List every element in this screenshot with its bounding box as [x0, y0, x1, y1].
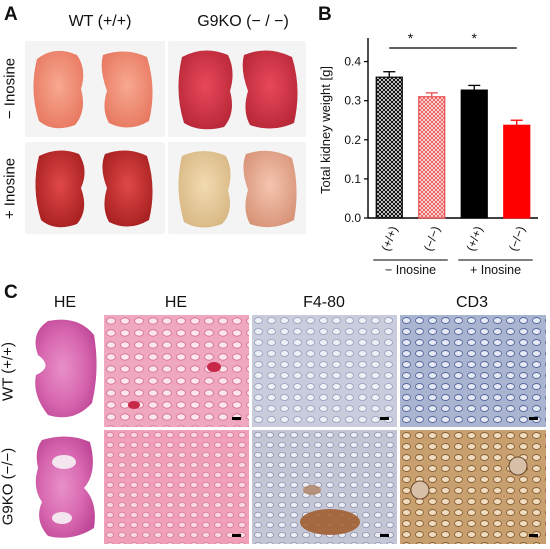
panel-a-letter: A — [4, 4, 18, 25]
panel-c-col-cd3: CD3 — [455, 294, 488, 311]
scale-bar — [380, 534, 389, 537]
panel-a-row-minus: − Inosine — [1, 57, 19, 120]
scale-bar — [232, 417, 241, 420]
panel-a-col-ko: G9KO (− / −) — [197, 13, 289, 30]
bar — [503, 124, 531, 219]
kidney-photo-ko-plus — [168, 142, 306, 234]
x-tick-label: (−/−) — [506, 224, 528, 253]
y-axis-label: Total kidney weight [g] — [318, 66, 333, 194]
panel-c-col-he-small: HE — [53, 294, 77, 311]
panel-c-row-wt: WT (+/+) — [0, 342, 17, 401]
kidney-photo-wt-minus — [25, 41, 165, 137]
histology-f480-wt — [252, 315, 397, 427]
group-label: − Inosine — [385, 263, 436, 277]
panel-c-row-ko: G9KO (−/−) — [0, 447, 17, 526]
panel-c-col-he: HE — [164, 294, 188, 311]
panel-a-row-plus: + Inosine — [1, 157, 19, 220]
scale-bar — [529, 534, 538, 537]
significance-star: * — [408, 30, 414, 46]
bar — [375, 76, 403, 219]
scale-bar — [380, 417, 389, 420]
y-tick-label: 0.2 — [344, 133, 361, 147]
he-whole-section-wt — [28, 315, 102, 425]
group-label: + Inosine — [470, 263, 521, 277]
bar — [460, 89, 488, 219]
x-tick-label: (+/+) — [464, 224, 486, 253]
kidney-weight-chart: 0.0 0.1 0.2 0.3 0.4 Total kidney weight [g] (+… — [318, 30, 538, 277]
panel-c-letter: C — [4, 282, 18, 303]
histology-he-wt — [104, 315, 249, 427]
y-tick-label: 0.0 — [344, 211, 361, 225]
panel-c-col-f480: F4-80 — [303, 294, 345, 311]
panel-b-letter: B — [318, 4, 332, 25]
panel-a-col-wt: WT (+/+) — [68, 13, 132, 30]
histology-cd3-wt — [400, 315, 546, 427]
histology-he-ko — [104, 430, 249, 544]
y-tick-label: 0.4 — [344, 55, 361, 69]
bar — [418, 96, 446, 219]
kidney-photo-wt-plus — [25, 142, 165, 234]
scale-bar — [232, 534, 241, 537]
histology-f480-ko — [252, 430, 397, 544]
y-tick-label: 0.3 — [344, 94, 361, 108]
kidney-photo-ko-minus — [168, 41, 306, 137]
scale-bar — [529, 417, 538, 420]
y-tick-label: 0.1 — [344, 172, 361, 186]
x-tick-label: (−/−) — [421, 224, 443, 253]
x-tick-label: (+/+) — [379, 224, 401, 253]
histology-cd3-ko — [400, 430, 546, 544]
he-whole-section-ko — [28, 432, 102, 544]
significance-star: * — [472, 30, 478, 46]
